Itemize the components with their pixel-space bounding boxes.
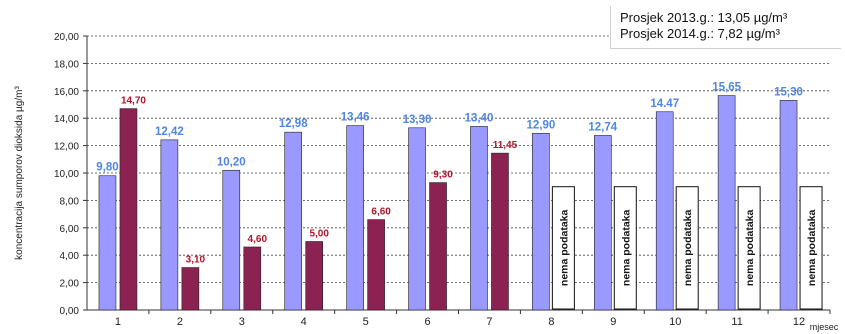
bar-series-1 [160,139,179,311]
y-tick-label: 20,00 [54,32,79,43]
bar-series-1 [470,126,488,311]
bar-series-2 [305,241,324,311]
bar-series-2 [491,152,509,311]
legend-box [610,6,841,49]
data-label-series-1: 12,90 [526,119,555,131]
y-tick-label: 18,00 [54,59,79,70]
no-data-box [613,186,637,310]
bar-series-2 [243,246,262,311]
data-label-series-1: 10,20 [217,156,246,168]
no-data-label: nema podataka [620,209,632,286]
y-tick-label: 6,00 [60,224,80,235]
data-label-series-1: 13,40 [465,112,494,124]
plot-area [87,36,830,310]
y-axis-title: koncentracija sumporov dioksida µg/m³ [14,86,25,260]
no-data-box [799,186,823,310]
y-tick-label: 4,00 [60,251,80,262]
x-tick-label: 10 [669,316,681,328]
no-data-label: nema podataka [744,209,756,286]
y-tick-label: 14,00 [54,114,79,125]
data-label-series-1: 12,98 [279,118,308,130]
data-label-series-1: 15,30 [774,86,803,98]
bar-series-1 [408,127,426,311]
x-tick-label: 6 [424,316,430,328]
y-tick-label: 2,00 [60,279,80,290]
no-data-box [551,186,575,310]
y-tick-label: 12,00 [54,142,79,153]
bar-series-1 [284,131,303,311]
no-data-box [675,186,699,310]
y-tick-label: 10,00 [54,169,79,180]
data-label-series-1: 12,74 [588,121,617,133]
bar-series-1 [593,135,612,311]
x-tick-label: 2 [177,316,183,328]
data-label-series-1: 13,30 [403,114,432,126]
bar-series-2 [119,108,138,311]
x-tick-label: 7 [486,316,492,328]
x-tick-label: 11 [731,316,742,328]
data-label-series-2: 5,00 [309,229,329,240]
data-label-series-2: 4,60 [248,234,268,245]
data-label-series-1: 9,80 [96,162,118,174]
y-tick-label: 16,00 [54,87,79,98]
x-tick-label: 9 [610,316,616,328]
data-label-series-2: 6,60 [371,207,391,218]
bar-series-2 [429,182,447,311]
no-data-label: nema podataka [558,209,570,286]
x-tick-label: 3 [239,316,245,328]
bar-series-1 [346,125,364,311]
x-axis-title: mjesec [810,322,839,332]
no-data-label: nema podataka [806,209,818,286]
x-tick-label: 1 [115,316,121,328]
bar-series-2 [181,267,200,311]
data-label-series-2: 9,30 [433,170,453,181]
x-tick-label: 5 [363,316,369,328]
bar-series-1 [532,132,550,311]
bar-series-1 [98,175,117,311]
data-label-series-1: 15,65 [712,82,741,94]
data-label-series-2: 3,10 [186,255,206,266]
bar-series-2 [367,219,385,311]
data-label-series-2: 14,70 [121,96,146,107]
data-label-series-1: 12,42 [155,126,184,138]
y-tick-label: 8,00 [60,196,80,207]
x-tick-label: 12 [793,316,805,328]
x-tick-label: 4 [301,316,307,328]
x-tick-label: 8 [548,316,554,328]
data-label-series-1: 13,46 [341,112,370,124]
bar-series-1 [655,111,674,311]
data-label-series-1: 14.47 [650,98,679,110]
bar-series-1 [779,100,798,311]
y-tick-label: 0,00 [60,306,80,317]
bar-series-1 [717,95,736,311]
data-label-series-2: 11,45 [493,140,518,151]
bar-series-1 [222,169,241,311]
legend-entry-2014: Prosjek 2014.g.: 7,82 µg/m³ [620,26,780,41]
no-data-label: nema podataka [682,209,694,286]
no-data-box [737,186,761,310]
legend-entry-2013: Prosjek 2013.g.: 13,05 µg/m³ [620,10,788,25]
